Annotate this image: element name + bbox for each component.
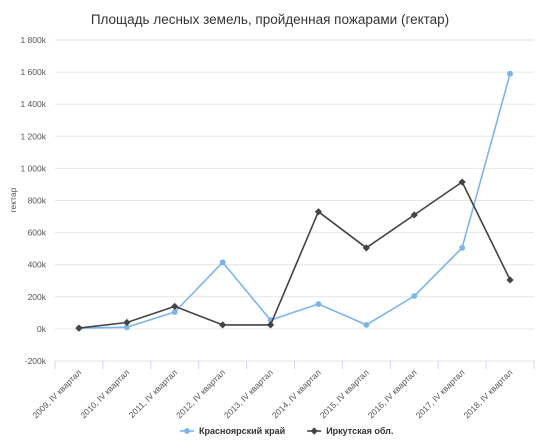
y-axis-label: гектар (8, 187, 18, 212)
x-tick-label: 2013, IV квартал (222, 367, 275, 420)
data-point[interactable] (507, 70, 513, 77)
data-point[interactable] (123, 324, 130, 331)
legend-marker (184, 428, 190, 434)
y-tick-label: 800k (28, 196, 47, 206)
legend-item-1[interactable]: Красноярский край (180, 426, 285, 436)
data-point[interactable] (362, 244, 370, 252)
x-tick-label: 2017, IV квартал (414, 367, 467, 420)
data-point[interactable] (459, 244, 466, 251)
data-point[interactable] (171, 309, 178, 315)
data-point[interactable] (411, 293, 418, 299)
data-point[interactable] (410, 211, 418, 219)
y-tick-label: 600k (28, 228, 47, 238)
data-point[interactable] (314, 208, 323, 216)
y-tick-label: 200k (28, 292, 47, 302)
legend-marker (310, 427, 318, 435)
x-tick-label: 2010, IV квартал (78, 367, 131, 420)
plot-area (75, 70, 514, 332)
grid-layer (55, 39, 534, 362)
series-line[interactable] (78, 181, 511, 329)
y-tick-label: 0k (37, 324, 47, 334)
data-point[interactable] (123, 318, 131, 327)
data-point[interactable] (266, 321, 275, 329)
x-tick-label: 2009, IV квартал (30, 367, 83, 420)
data-point[interactable] (506, 276, 514, 284)
data-point[interactable] (458, 178, 466, 186)
y-axis: -200k 0k 200k 400k 600k 800k 1 000k 1 200k 1 400… (20, 35, 46, 366)
legend-label: Красноярский край (199, 426, 285, 436)
x-tick-label: 2016, IV квартал (366, 367, 419, 420)
x-tick-label: 2014, IV квартал (270, 367, 323, 420)
data-point[interactable] (315, 301, 322, 307)
data-point[interactable] (363, 321, 370, 328)
data-point[interactable] (219, 259, 226, 266)
legend[interactable]: Красноярский край Иркутская обл. (180, 426, 393, 436)
y-tick-label: 400k (28, 260, 47, 270)
y-tick-label: 1 800k (20, 35, 46, 45)
y-tick-label: 1 000k (20, 163, 46, 173)
x-tick-label: 2015, IV квартал (318, 367, 371, 420)
y-tick-label: 1 400k (20, 99, 46, 109)
y-tick-label: 1 600k (20, 67, 46, 77)
series-2[interactable] (75, 178, 514, 332)
y-tick-label: 1 200k (20, 131, 46, 141)
legend-item-2[interactable]: Иркутская обл. (307, 426, 393, 436)
data-point[interactable] (75, 324, 83, 332)
x-tick-label: 2011, IV квартал (127, 367, 180, 420)
y-tick-label: -200k (25, 356, 47, 366)
x-tick-label: 2018, IV квартал (461, 367, 514, 420)
data-point[interactable] (219, 321, 227, 329)
legend-label: Иркутская обл. (326, 426, 393, 436)
series-line[interactable] (78, 73, 511, 329)
chart-title: Площадь лесных земель, пройденная пожара… (91, 12, 449, 27)
x-tick-label: 2012, IV квартал (174, 367, 227, 420)
data-point[interactable] (171, 302, 179, 311)
